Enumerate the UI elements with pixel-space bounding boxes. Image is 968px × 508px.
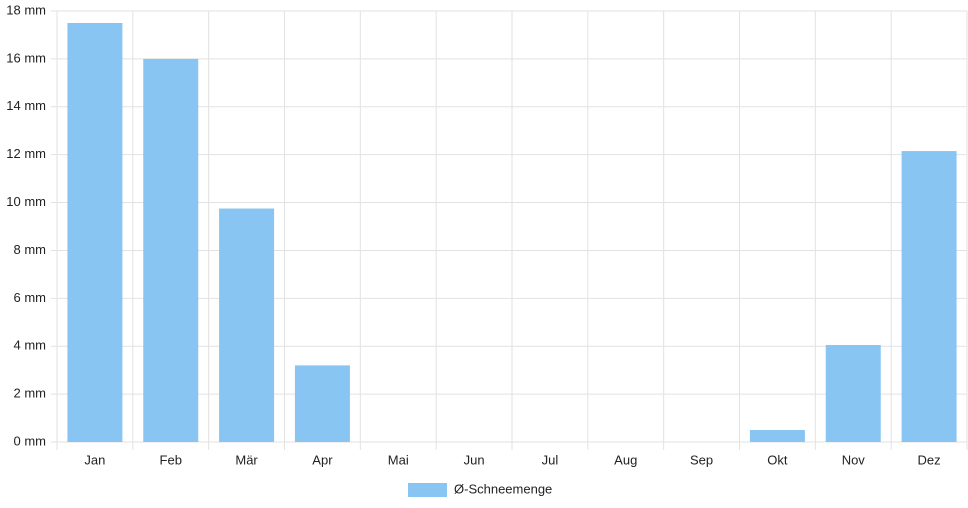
y-tick-label: 12 mm	[6, 146, 46, 161]
y-tick-label: 18 mm	[6, 2, 46, 17]
y-tick-label: 8 mm	[14, 242, 47, 257]
legend-label: Ø-Schneemenge	[454, 481, 552, 496]
bar	[825, 345, 881, 442]
x-tick-label: Mär	[235, 452, 258, 467]
x-tick-label: Apr	[312, 452, 333, 467]
legend-swatch	[408, 483, 447, 497]
y-tick-label: 0 mm	[14, 433, 47, 448]
x-tick-label: Dez	[918, 452, 941, 467]
y-tick-label: 2 mm	[14, 386, 47, 401]
bar	[294, 365, 350, 442]
y-tick-label: 14 mm	[6, 98, 46, 113]
x-tick-label: Jun	[464, 452, 485, 467]
bar	[219, 208, 275, 442]
x-tick-label: Nov	[842, 452, 866, 467]
bar	[901, 151, 957, 442]
bar	[67, 22, 123, 442]
y-tick-label: 10 mm	[6, 194, 46, 209]
y-tick-label: 4 mm	[14, 338, 47, 353]
x-tick-label: Jul	[542, 452, 559, 467]
x-tick-label: Jan	[84, 452, 105, 467]
bar	[749, 430, 805, 442]
x-tick-label: Aug	[614, 452, 637, 467]
x-tick-label: Feb	[160, 452, 182, 467]
y-tick-label: 16 mm	[6, 50, 46, 65]
y-tick-label: 6 mm	[14, 290, 47, 305]
x-tick-label: Okt	[767, 452, 788, 467]
x-tick-label: Mai	[388, 452, 409, 467]
bar	[143, 58, 199, 443]
x-tick-label: Sep	[690, 452, 713, 467]
